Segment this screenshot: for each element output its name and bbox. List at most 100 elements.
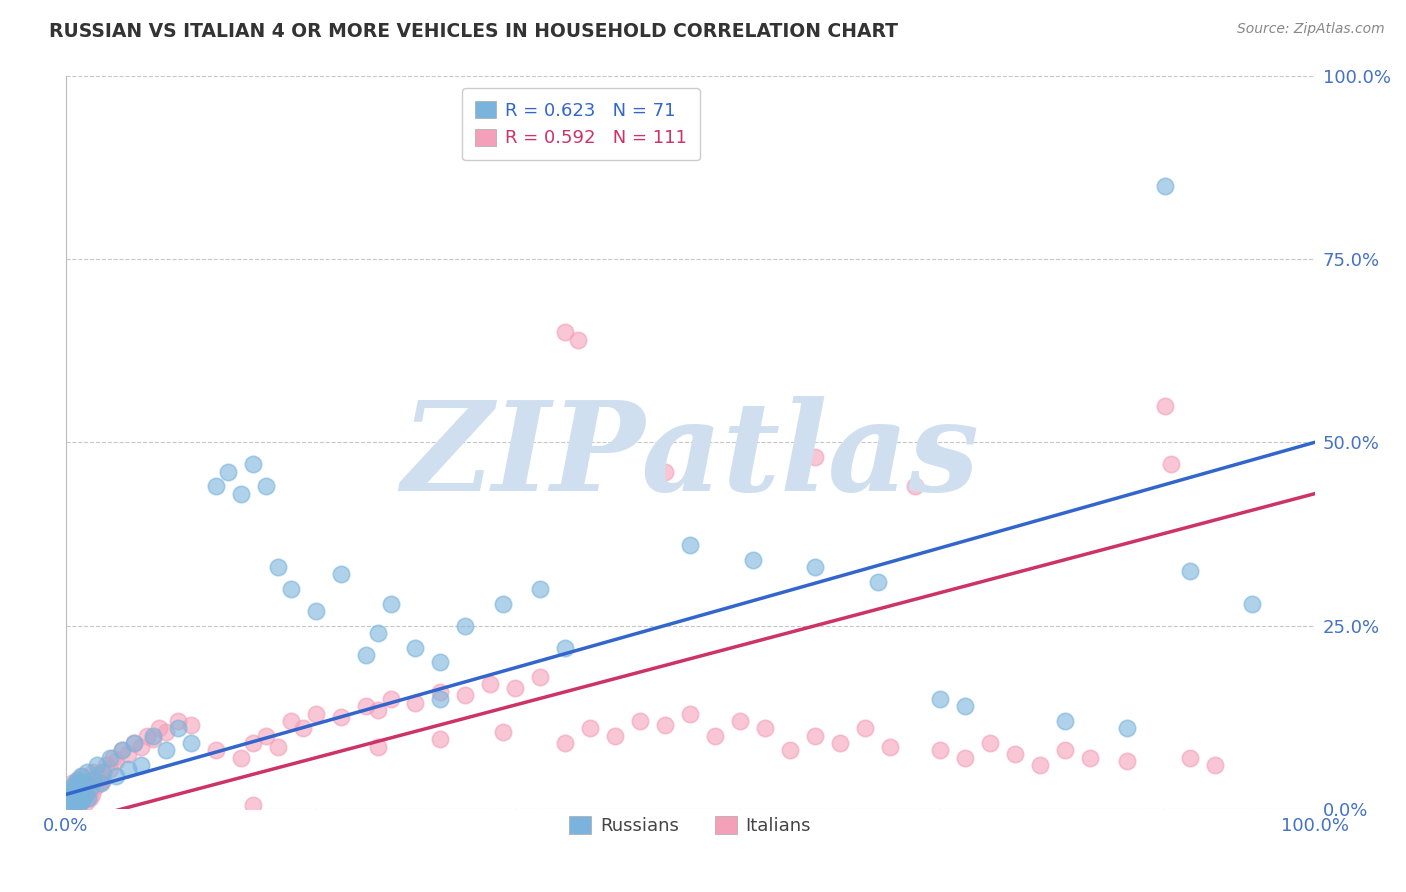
Point bbox=[280, 582, 302, 596]
Point bbox=[73, 788, 96, 802]
Point bbox=[567, 333, 589, 347]
Point bbox=[979, 736, 1001, 750]
Point bbox=[529, 582, 551, 596]
Point bbox=[65, 789, 87, 803]
Point bbox=[605, 729, 627, 743]
Point bbox=[66, 793, 89, 807]
Point bbox=[1153, 399, 1175, 413]
Point bbox=[69, 795, 91, 809]
Point bbox=[579, 722, 602, 736]
Point bbox=[77, 791, 100, 805]
Point bbox=[304, 706, 326, 721]
Point bbox=[69, 780, 91, 794]
Point bbox=[70, 769, 93, 783]
Point bbox=[65, 800, 87, 814]
Point bbox=[479, 677, 502, 691]
Point bbox=[367, 703, 389, 717]
Point bbox=[405, 696, 427, 710]
Point bbox=[180, 718, 202, 732]
Point bbox=[429, 692, 451, 706]
Point bbox=[142, 729, 165, 743]
Point bbox=[354, 648, 377, 662]
Point bbox=[70, 784, 93, 798]
Point bbox=[83, 780, 105, 794]
Point bbox=[73, 776, 96, 790]
Point bbox=[142, 732, 165, 747]
Point bbox=[72, 791, 94, 805]
Point bbox=[58, 798, 80, 813]
Point bbox=[329, 567, 352, 582]
Point bbox=[129, 758, 152, 772]
Point bbox=[554, 640, 576, 655]
Point bbox=[60, 798, 83, 813]
Point bbox=[180, 736, 202, 750]
Point bbox=[75, 795, 97, 809]
Point bbox=[67, 772, 90, 787]
Point bbox=[65, 797, 87, 811]
Point bbox=[86, 769, 108, 783]
Point bbox=[492, 725, 515, 739]
Point bbox=[80, 780, 103, 794]
Point bbox=[492, 597, 515, 611]
Point bbox=[82, 772, 104, 787]
Point bbox=[73, 780, 96, 794]
Point bbox=[104, 755, 127, 769]
Point bbox=[69, 789, 91, 803]
Point bbox=[804, 450, 827, 464]
Point bbox=[98, 751, 121, 765]
Text: RUSSIAN VS ITALIAN 4 OR MORE VEHICLES IN HOUSEHOLD CORRELATION CHART: RUSSIAN VS ITALIAN 4 OR MORE VEHICLES IN… bbox=[49, 22, 898, 41]
Point bbox=[1029, 758, 1052, 772]
Point bbox=[67, 788, 90, 802]
Point bbox=[1004, 747, 1026, 761]
Point bbox=[69, 795, 91, 809]
Point bbox=[94, 758, 117, 772]
Point bbox=[155, 743, 177, 757]
Point bbox=[67, 798, 90, 813]
Point bbox=[60, 784, 83, 798]
Point bbox=[62, 797, 84, 811]
Point bbox=[704, 729, 727, 743]
Point bbox=[77, 784, 100, 798]
Point bbox=[529, 670, 551, 684]
Point bbox=[86, 758, 108, 772]
Point bbox=[69, 769, 91, 783]
Point bbox=[505, 681, 527, 695]
Point bbox=[62, 795, 84, 809]
Point bbox=[1153, 178, 1175, 193]
Point bbox=[654, 465, 676, 479]
Point bbox=[1204, 758, 1226, 772]
Point bbox=[853, 722, 876, 736]
Point bbox=[89, 776, 111, 790]
Point bbox=[80, 772, 103, 787]
Point bbox=[429, 685, 451, 699]
Point bbox=[454, 618, 477, 632]
Point bbox=[66, 776, 89, 790]
Point bbox=[554, 736, 576, 750]
Point bbox=[242, 458, 264, 472]
Point bbox=[63, 795, 86, 809]
Point bbox=[59, 788, 82, 802]
Point bbox=[69, 784, 91, 798]
Point bbox=[204, 479, 226, 493]
Point bbox=[117, 762, 139, 776]
Point bbox=[1160, 458, 1182, 472]
Point bbox=[124, 736, 146, 750]
Point bbox=[429, 732, 451, 747]
Legend: Russians, Italians: Russians, Italians bbox=[560, 807, 820, 844]
Point bbox=[67, 798, 90, 813]
Point bbox=[65, 784, 87, 798]
Point bbox=[1178, 564, 1201, 578]
Point bbox=[69, 780, 91, 794]
Point bbox=[804, 560, 827, 574]
Point bbox=[628, 714, 651, 728]
Point bbox=[354, 699, 377, 714]
Point bbox=[60, 795, 83, 809]
Point bbox=[70, 788, 93, 802]
Point bbox=[254, 479, 277, 493]
Point bbox=[866, 574, 889, 589]
Point bbox=[66, 791, 89, 805]
Point bbox=[91, 772, 114, 787]
Point bbox=[254, 729, 277, 743]
Point bbox=[90, 776, 112, 790]
Point bbox=[117, 747, 139, 761]
